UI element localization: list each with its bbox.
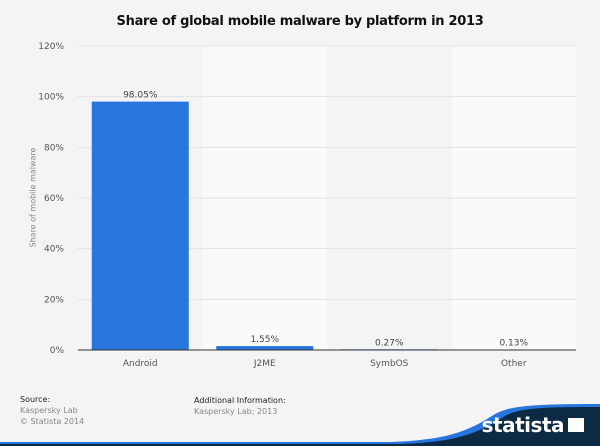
additional-text: Kaspersky Lab; 2013	[194, 407, 278, 416]
footer-wave	[0, 404, 600, 446]
y-tick-label: 40%	[44, 245, 64, 255]
bar-chart: 0% 20% 40% 60% 80% 100% 120% 98.05% Android 1.55%…	[38, 42, 576, 369]
y-tick-label: 100%	[38, 93, 64, 103]
bar-android	[91, 101, 189, 351]
bar-j2me	[216, 346, 314, 350]
statista-mark-icon	[568, 418, 584, 432]
source-label: Source:	[20, 395, 51, 404]
copyright: © Statista 2014	[20, 417, 85, 426]
x-tick-label: Other	[501, 359, 527, 369]
source-text[interactable]: Kaspersky Lab	[20, 406, 78, 415]
data-label: 98.05%	[123, 91, 158, 101]
statista-logo[interactable]: statista	[410, 404, 600, 446]
brand-text: statista	[481, 413, 565, 437]
y-axis-label: Share of mobile malware	[28, 147, 38, 248]
source-block: Source: Kaspersky Lab © Statista 2014	[20, 394, 84, 427]
x-tick-label: SymbOS	[370, 359, 409, 369]
chart-title: Share of global mobile malware by platfo…	[116, 14, 484, 29]
y-tick-label: 60%	[44, 194, 64, 204]
y-tick-label: 0%	[50, 346, 65, 356]
y-tick-label: 120%	[38, 42, 64, 52]
x-tick-label: J2ME	[253, 359, 276, 369]
x-tick-label: Android	[123, 359, 158, 369]
y-tick-label: 80%	[44, 143, 64, 153]
additional-label: Additional Information:	[194, 396, 286, 405]
data-label: 0.27%	[375, 338, 404, 348]
additional-info: Additional Information: Kaspersky Lab; 2…	[194, 395, 286, 417]
y-tick-label: 20%	[44, 295, 64, 305]
data-label: 0.13%	[499, 339, 528, 349]
data-label: 1.55%	[250, 335, 279, 345]
